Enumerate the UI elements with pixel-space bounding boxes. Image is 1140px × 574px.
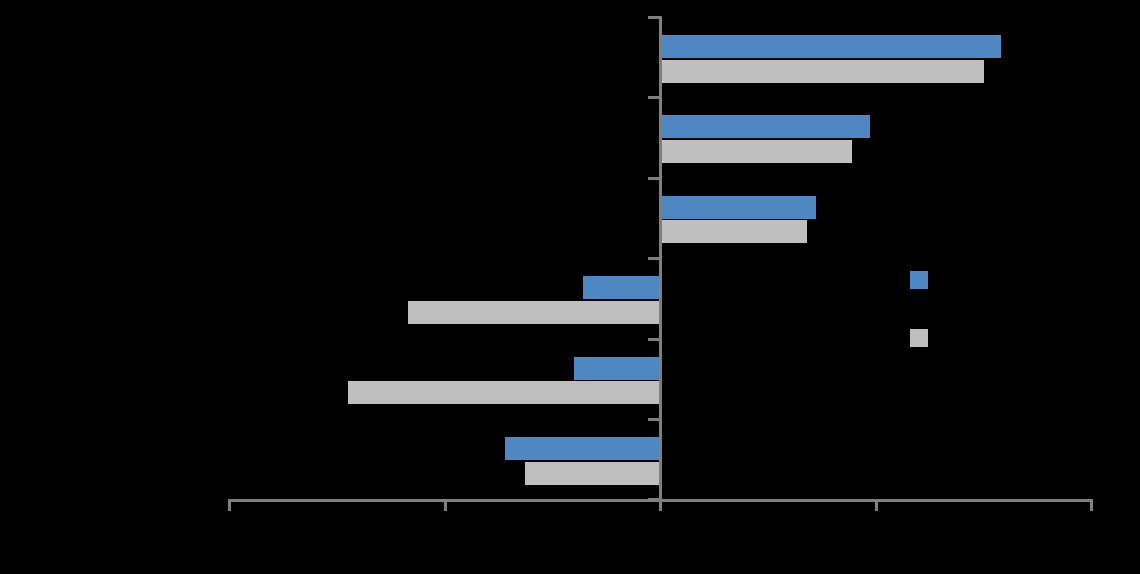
bar-blue-row-2: [660, 115, 870, 139]
bar-gray-row-2: [660, 139, 853, 163]
bar-blue-row-3: [660, 195, 816, 219]
bar-blue-row-6: [505, 437, 661, 460]
legend-swatch-blue: [910, 271, 928, 289]
y-axis-tick-5: [648, 337, 659, 341]
y-axis-tick-2: [648, 96, 659, 100]
x-axis-tick-5: [1090, 499, 1093, 511]
y-axis-line: [659, 16, 662, 511]
bar-gray-row-4: [408, 300, 661, 324]
x-axis-tick-2: [443, 499, 447, 511]
bar-gray-row-1: [660, 59, 984, 83]
bar-blue-row-5: [574, 356, 661, 380]
y-axis-tick-3: [648, 176, 659, 180]
x-axis-tick-4: [874, 499, 878, 511]
bar-gray-row-6: [524, 461, 661, 485]
y-axis-tick-1: [648, 16, 659, 19]
legend-swatch-gray: [910, 329, 928, 347]
x-axis-tick-1: [228, 499, 231, 511]
y-axis-tick-7: [648, 498, 659, 502]
y-axis-tick-6: [648, 418, 659, 421]
bar-gray-row-5: [348, 381, 661, 405]
y-axis-tick-4: [648, 257, 659, 261]
bar-blue-row-4: [582, 276, 661, 300]
bar-blue-row-1: [660, 35, 1001, 58]
bar-gray-row-3: [660, 220, 808, 244]
x-axis-tick-3: [659, 499, 662, 511]
